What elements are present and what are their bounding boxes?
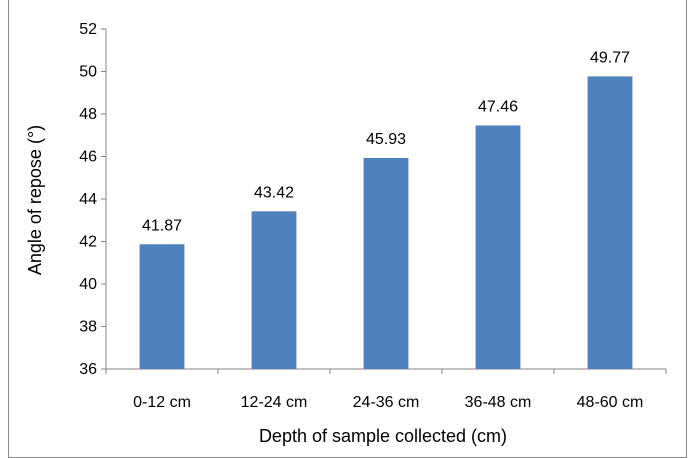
bar	[251, 211, 297, 369]
x-tick-label: 36-48 cm	[465, 394, 532, 411]
data-label: 47.46	[478, 98, 518, 115]
y-tick-label: 36	[79, 361, 97, 378]
y-tick-label: 50	[79, 64, 97, 81]
y-tick-label: 48	[79, 106, 97, 123]
x-tick-label: 12-24 cm	[241, 394, 308, 411]
data-label: 49.77	[590, 49, 630, 66]
bar	[587, 76, 633, 369]
x-axis-title: Depth of sample collected (cm)	[259, 426, 507, 446]
bar	[139, 244, 185, 369]
data-label: 43.42	[254, 184, 294, 201]
plot-area: 36 38 40 42 44 46 48 50 52 41.87 0-12 cm 43.42 12-24…	[79, 21, 667, 411]
y-tick-label: 42	[79, 234, 97, 251]
x-tick-label: 24-36 cm	[353, 394, 420, 411]
data-label: 45.93	[366, 131, 406, 148]
data-label: 41.87	[142, 217, 182, 234]
y-axis-title: Angle of repose (°)	[25, 125, 45, 275]
bar	[363, 157, 409, 369]
y-tick-label: 38	[79, 319, 97, 336]
y-tick-label: 44	[79, 191, 97, 208]
y-tick-label: 52	[79, 21, 97, 38]
x-tick-label: 48-60 cm	[577, 394, 644, 411]
chart-frame	[8, 0, 687, 458]
x-tick-label: 0-12 cm	[133, 394, 191, 411]
bar	[475, 125, 521, 369]
y-tick-label: 40	[79, 276, 97, 293]
y-tick-label: 46	[79, 149, 97, 166]
